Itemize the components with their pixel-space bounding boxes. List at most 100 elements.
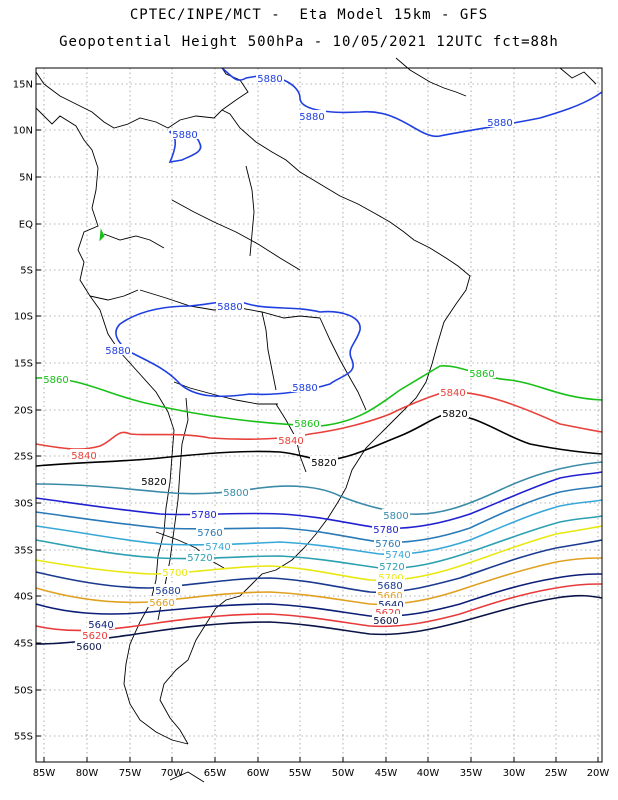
map-title: CPTEC/INPE/MCT - Eta Model 15km - GFS — [129, 7, 489, 23]
contour-label-5640: 5640 — [88, 620, 113, 631]
contour-label-5880: 5880 — [105, 346, 130, 357]
contour-line-5820 — [35, 413, 603, 467]
contour-label-5860: 5860 — [469, 369, 494, 380]
lat-lon-grid — [36, 68, 602, 762]
contour-label-bg — [468, 367, 496, 378]
contour-label-bg — [372, 614, 400, 625]
contour-label-bg — [377, 598, 405, 609]
contour-label-bg — [81, 629, 109, 640]
contour-line-5620 — [35, 583, 603, 632]
lon-tick-label: 40W — [417, 768, 440, 779]
contour-label-bg — [104, 344, 132, 355]
contour-label-5620: 5620 — [82, 631, 107, 642]
contour-label-5760: 5760 — [197, 528, 222, 539]
island-marker — [99, 228, 105, 242]
contour-label-bg — [222, 486, 250, 497]
contour-label-5600: 5600 — [76, 642, 101, 653]
contour-label-5780: 5780 — [191, 510, 216, 521]
contour-label-bg — [376, 589, 404, 600]
contour-label-bg — [384, 548, 412, 559]
contour-label-5700: 5700 — [162, 568, 187, 579]
contour-label-5800: 5800 — [223, 488, 248, 499]
contour-line-5880 — [115, 300, 361, 398]
lon-tick-label: 50W — [332, 768, 355, 779]
lat-tick-label: 50S — [14, 686, 33, 697]
contour-label-bg — [148, 596, 176, 607]
lat-tick-label: 35S — [14, 546, 33, 557]
contour-label-5880: 5880 — [487, 118, 512, 129]
lat-tick-label: 20S — [14, 406, 33, 417]
lon-tick-label: 30W — [503, 768, 526, 779]
lat-tick-label: 10N — [13, 126, 33, 137]
contour-label-bg — [154, 584, 182, 595]
contour-line-5700 — [35, 525, 603, 582]
contour-line-5680 — [35, 539, 603, 594]
contour-label-bg — [256, 72, 284, 83]
contour-line-5640 — [35, 573, 603, 618]
contour-label-5660: 5660 — [149, 598, 174, 609]
contour-label-bg — [186, 551, 214, 562]
lat-tick-label: 15N — [13, 80, 33, 91]
contour-line-5760 — [35, 485, 603, 544]
contour-label-5880: 5880 — [299, 112, 324, 123]
contour-labels: 5880 5880 5880 5880 5880 5880 5880 5860 5860 5860… — [42, 72, 514, 653]
contour-label-5800: 5800 — [383, 511, 408, 522]
contour-label-bg — [190, 508, 218, 519]
contour-label-5860: 5860 — [43, 375, 68, 386]
contour-label-bg — [378, 560, 406, 571]
contour-label-5820: 5820 — [442, 409, 467, 420]
lon-tick-label: 85W — [33, 768, 56, 779]
contour-label-bg — [277, 434, 305, 445]
contour-label-5680: 5680 — [377, 581, 402, 592]
lon-tick-label: 65W — [204, 768, 227, 779]
contour-label-5840: 5840 — [440, 388, 465, 399]
contour-label-bg — [75, 640, 103, 651]
contour-label-bg — [70, 449, 98, 460]
contour-line-5740 — [35, 499, 603, 556]
contour-label-bg — [42, 373, 70, 384]
contour-label-5880: 5880 — [172, 130, 197, 141]
lat-tick-label: 5N — [19, 173, 33, 184]
contour-line-5600 — [35, 594, 603, 645]
contour-label-5880: 5880 — [257, 74, 282, 85]
lat-tick-label: 30S — [14, 499, 33, 510]
contour-line-5660 — [35, 557, 603, 606]
contour-label-5860: 5860 — [294, 419, 319, 430]
contour-label-bg — [374, 606, 402, 617]
lon-tick-label: 45W — [375, 768, 398, 779]
contour-label-bg — [374, 537, 402, 548]
contour-label-5700: 5700 — [378, 573, 403, 584]
lon-tick-label: 60W — [247, 768, 270, 779]
contour-label-bg — [439, 386, 467, 397]
contour-label-5620: 5620 — [375, 608, 400, 619]
contour-line-5860 — [35, 365, 603, 427]
lat-tick-label: 15S — [14, 359, 33, 370]
contour-label-bg — [171, 128, 199, 139]
contour-label-bg — [377, 571, 405, 582]
map-subtitle: Geopotential Height 500hPa - 10/05/2021 … — [59, 34, 559, 50]
contour-line-5720 — [35, 515, 603, 570]
contour-label-bg — [291, 381, 319, 392]
lat-tick-label: 45S — [14, 639, 33, 650]
contour-label-5880: 5880 — [217, 302, 242, 313]
contour-label-5740: 5740 — [205, 542, 230, 553]
contour-label-5760: 5760 — [375, 539, 400, 550]
contour-label-bg — [293, 417, 321, 428]
contour-label-5720: 5720 — [379, 562, 404, 573]
contour-label-5640: 5640 — [378, 600, 403, 611]
contour-label-5880: 5880 — [292, 383, 317, 394]
map-frame — [35, 67, 603, 763]
axis-ticks: 15N 10N 5N EQ 5S 10S 15S 20S 25S 30S 35S 40S 45S 50S 5… — [13, 80, 610, 780]
contour-label-5720: 5720 — [187, 553, 212, 564]
contour-label-5680: 5680 — [155, 586, 180, 597]
lat-tick-label: EQ — [19, 220, 33, 231]
lat-tick-label: 10S — [14, 312, 33, 323]
lat-tick-label: 40S — [14, 592, 33, 603]
contour-label-5780: 5780 — [373, 525, 398, 536]
lon-tick-label: 20W — [587, 768, 610, 779]
contour-label-5660: 5660 — [377, 591, 402, 602]
contour-label-bg — [376, 579, 404, 590]
contour-line-5840 — [35, 391, 603, 450]
contour-label-5600: 5600 — [373, 616, 398, 627]
